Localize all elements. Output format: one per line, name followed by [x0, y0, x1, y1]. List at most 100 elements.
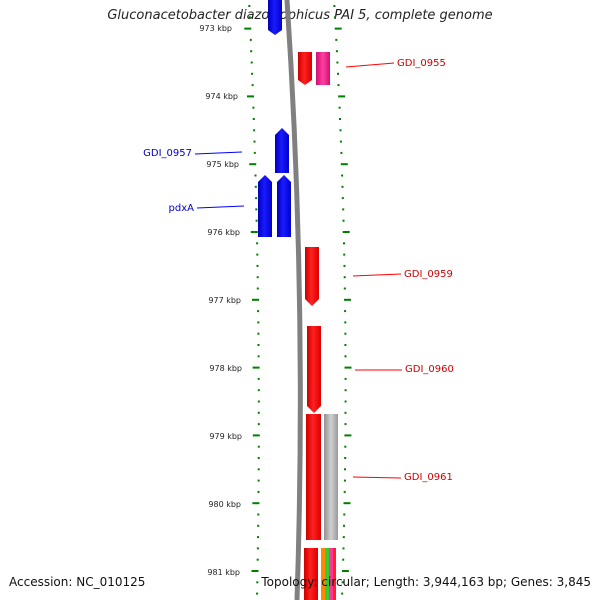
minor-tick	[248, 5, 251, 7]
gene-bottom-multicolor-green[interactable]	[325, 548, 329, 600]
axis-label-980: 980 kbp	[208, 500, 241, 509]
label-GDI_0959[interactable]: GDI_0959	[404, 269, 453, 280]
minor-tick	[256, 253, 259, 256]
leader-GDI_0959	[352, 273, 402, 277]
minor-tick	[256, 264, 259, 267]
minor-tick	[334, 16, 336, 19]
leader-GDI_0961	[352, 476, 402, 479]
major-tick	[340, 163, 348, 166]
minor-tick	[342, 219, 345, 222]
minor-tick	[255, 208, 258, 211]
leader-pdxA	[196, 205, 245, 209]
minor-tick	[344, 332, 347, 335]
gene-GDI_0959[interactable]	[305, 247, 319, 306]
minor-tick	[257, 445, 260, 448]
major-tick	[252, 502, 260, 505]
minor-tick	[343, 264, 346, 267]
minor-tick	[250, 50, 253, 53]
gene-GDI_0955[interactable]	[316, 52, 330, 85]
gene-top-blue[interactable]	[268, 0, 282, 35]
minor-tick	[343, 253, 346, 256]
minor-tick	[344, 344, 347, 346]
minor-tick	[341, 581, 344, 584]
minor-tick	[342, 536, 345, 539]
gene-pdxA-left[interactable]	[258, 175, 272, 237]
major-tick	[341, 570, 349, 572]
minor-tick	[340, 151, 343, 154]
gene-pdxA[interactable]	[277, 175, 291, 237]
minor-tick	[339, 140, 342, 143]
minor-tick	[257, 490, 260, 493]
minor-tick	[342, 208, 345, 211]
genome-backbone	[284, 0, 303, 600]
minor-tick	[257, 536, 259, 539]
minor-tick	[257, 355, 260, 358]
minor-tick	[257, 479, 260, 482]
minor-tick	[344, 321, 347, 324]
minor-tick	[344, 468, 346, 471]
gene-gray[interactable]	[324, 414, 338, 540]
minor-tick	[256, 547, 259, 550]
gene-GDI_0957[interactable]	[275, 128, 289, 173]
minor-tick	[341, 197, 344, 200]
gene-bottom-red[interactable]	[304, 548, 318, 600]
minor-tick	[257, 377, 260, 380]
axis-label-978: 978 kbp	[209, 364, 242, 373]
gene-small-red[interactable]	[298, 52, 312, 85]
minor-tick	[338, 106, 341, 109]
minor-tick	[257, 468, 260, 471]
minor-tick	[256, 581, 259, 584]
minor-tick	[257, 457, 260, 459]
minor-tick	[333, 5, 336, 7]
minor-tick	[257, 513, 260, 516]
minor-tick	[343, 524, 345, 527]
minor-tick	[342, 547, 345, 550]
minor-tick	[249, 38, 252, 41]
gene-bottom-multicolor-pink[interactable]	[329, 548, 333, 600]
minor-tick	[337, 72, 339, 75]
label-GDI_0957[interactable]: GDI_0957	[143, 148, 192, 159]
minor-tick	[256, 592, 259, 595]
minor-tick	[257, 423, 260, 426]
minor-tick	[256, 276, 259, 279]
axis-label-975: 975 kbp	[206, 160, 239, 169]
axis-label-981: 981 kbp	[207, 568, 240, 577]
label-GDI_0960[interactable]: GDI_0960	[405, 364, 454, 375]
minor-tick	[256, 558, 259, 561]
minor-tick	[344, 457, 347, 459]
leader-GDI_0957	[194, 151, 243, 155]
minor-tick	[336, 61, 339, 64]
major-tick	[344, 298, 351, 301]
minor-tick	[256, 287, 259, 290]
minor-tick	[256, 242, 259, 245]
minor-tick	[257, 310, 260, 313]
minor-tick	[344, 310, 347, 313]
axis-label-976: 976 kbp	[207, 228, 240, 237]
minor-tick	[343, 242, 345, 245]
major-tick	[251, 570, 259, 572]
gene-bottom-multicolor-red[interactable]	[333, 548, 336, 600]
gene-GDI_0960[interactable]	[307, 326, 321, 413]
minor-tick	[344, 445, 347, 448]
major-tick	[252, 298, 259, 301]
axis-label-979: 979 kbp	[209, 432, 242, 441]
accession-text: Accession: NC_010125	[9, 575, 146, 589]
label-GDI_0955[interactable]: GDI_0955	[397, 58, 446, 69]
genome-summary-text: Topology: circular; Length: 3,944,163 bp…	[261, 575, 591, 589]
minor-tick	[254, 174, 257, 177]
minor-tick	[341, 185, 344, 188]
minor-tick	[253, 151, 256, 154]
major-tick	[252, 366, 260, 369]
minor-tick	[343, 513, 346, 516]
minor-tick	[344, 389, 347, 392]
label-pdxA[interactable]: pdxA	[169, 203, 195, 214]
minor-tick	[344, 377, 347, 380]
minor-tick	[257, 400, 260, 403]
minor-tick	[335, 38, 338, 41]
major-tick	[343, 502, 351, 505]
gene-GDI_0961[interactable]	[306, 414, 321, 540]
label-GDI_0961[interactable]: GDI_0961	[404, 472, 453, 483]
gene-bottom-multicolor-orange[interactable]	[321, 548, 325, 600]
minor-tick	[339, 129, 342, 132]
